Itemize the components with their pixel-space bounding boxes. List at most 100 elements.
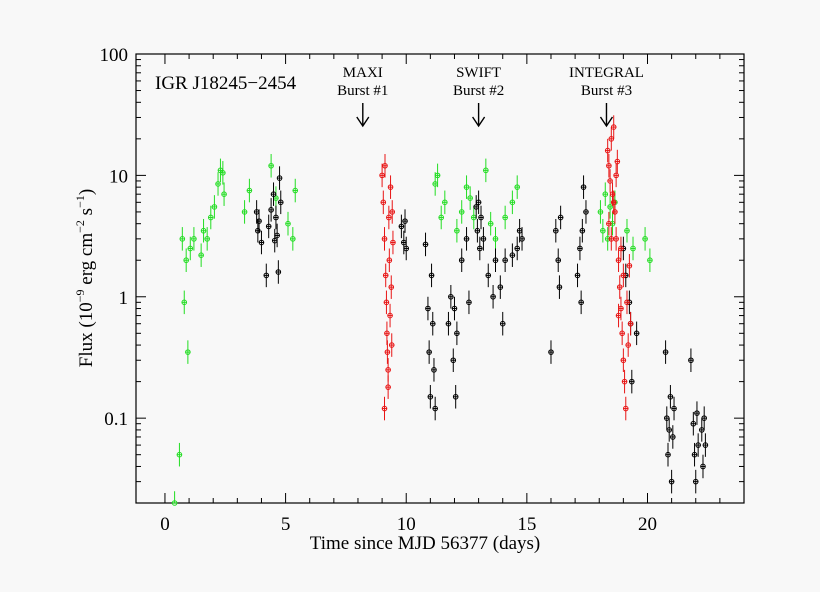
data-point [627, 311, 634, 336]
data-point [555, 248, 562, 272]
data-point [200, 218, 207, 243]
data-point [185, 340, 191, 364]
data-marker [388, 342, 395, 348]
data-point [574, 263, 581, 288]
data-marker [519, 236, 525, 242]
data-marker [509, 199, 516, 206]
data-marker [454, 330, 460, 337]
data-point [694, 401, 700, 425]
data-marker [615, 312, 622, 319]
data-point [215, 172, 221, 196]
data-marker [276, 175, 283, 181]
burst-arrow-head [599, 116, 614, 128]
data-marker [502, 214, 508, 221]
y-tick-label: 1 [119, 288, 129, 309]
data-marker [485, 272, 492, 279]
data-point [606, 211, 612, 236]
data-point [613, 163, 619, 188]
data-point [385, 375, 391, 399]
data-marker [622, 405, 629, 412]
data-point [179, 227, 186, 251]
data-marker [458, 209, 465, 215]
data-point [630, 236, 636, 261]
data-point [432, 396, 438, 421]
data-point [386, 205, 392, 230]
data-point [600, 218, 606, 243]
data-point [270, 182, 277, 206]
data-marker [691, 451, 698, 458]
data-point [519, 227, 525, 251]
data-marker [548, 349, 554, 355]
data-marker [442, 199, 448, 206]
data-marker [454, 227, 460, 234]
data-marker [221, 191, 227, 197]
data-marker [619, 330, 625, 337]
data-point [690, 411, 697, 436]
data-point [642, 227, 648, 251]
data-point [647, 248, 653, 272]
data-point [499, 311, 506, 336]
data-point [613, 227, 619, 251]
data-marker [688, 357, 694, 364]
data-point [458, 248, 465, 272]
data-marker [666, 427, 673, 433]
y-axis-label-part: ) [76, 189, 97, 195]
data-point [614, 149, 621, 174]
data-point [624, 218, 630, 243]
data-marker [610, 124, 617, 130]
data-point [667, 385, 674, 409]
data-point [483, 158, 489, 183]
data-point [268, 154, 274, 178]
data-point [220, 161, 226, 185]
data-marker [620, 357, 627, 364]
data-marker [198, 252, 204, 259]
data-point [381, 227, 388, 251]
series-0 [171, 154, 653, 506]
data-point [492, 227, 499, 251]
data-point [434, 163, 441, 188]
data-point [666, 418, 673, 442]
data-point [695, 433, 701, 457]
data-marker [604, 147, 611, 154]
data-point [463, 227, 470, 251]
data-marker [667, 393, 674, 400]
data-marker [425, 305, 431, 312]
data-marker [379, 172, 385, 179]
data-point [426, 340, 432, 364]
data-point [191, 227, 197, 251]
data-point [478, 205, 484, 230]
data-marker [480, 236, 487, 242]
data-point [629, 369, 635, 394]
data-point [626, 254, 633, 278]
data-marker [381, 236, 388, 242]
data-marker [690, 420, 697, 427]
data-marker [701, 415, 707, 421]
data-marker [383, 299, 390, 306]
data-point [509, 243, 516, 267]
data-point [610, 190, 617, 215]
data-marker [246, 187, 253, 194]
data-marker [483, 167, 489, 174]
y-axis-label-part: Flux (10 [76, 302, 97, 367]
data-marker [474, 227, 481, 234]
data-marker [626, 262, 633, 269]
data-point [619, 321, 625, 346]
data-point [583, 200, 589, 224]
data-point [176, 442, 183, 467]
data-marker [580, 184, 587, 190]
data-marker [475, 199, 482, 206]
data-point [277, 190, 284, 215]
data-marker [211, 204, 218, 210]
data-marker [434, 172, 441, 179]
data-point [480, 227, 487, 251]
data-marker [621, 378, 628, 385]
data-point [492, 248, 499, 272]
data-point [624, 290, 630, 315]
data-point [171, 491, 178, 506]
data-marker [466, 299, 472, 306]
burst-annotation-3: INTEGRAL Burst #3 [569, 65, 644, 128]
data-marker [492, 257, 499, 264]
source-label: IGR J18245−2454 [155, 73, 297, 94]
data-marker [509, 252, 516, 259]
data-marker [490, 293, 496, 300]
